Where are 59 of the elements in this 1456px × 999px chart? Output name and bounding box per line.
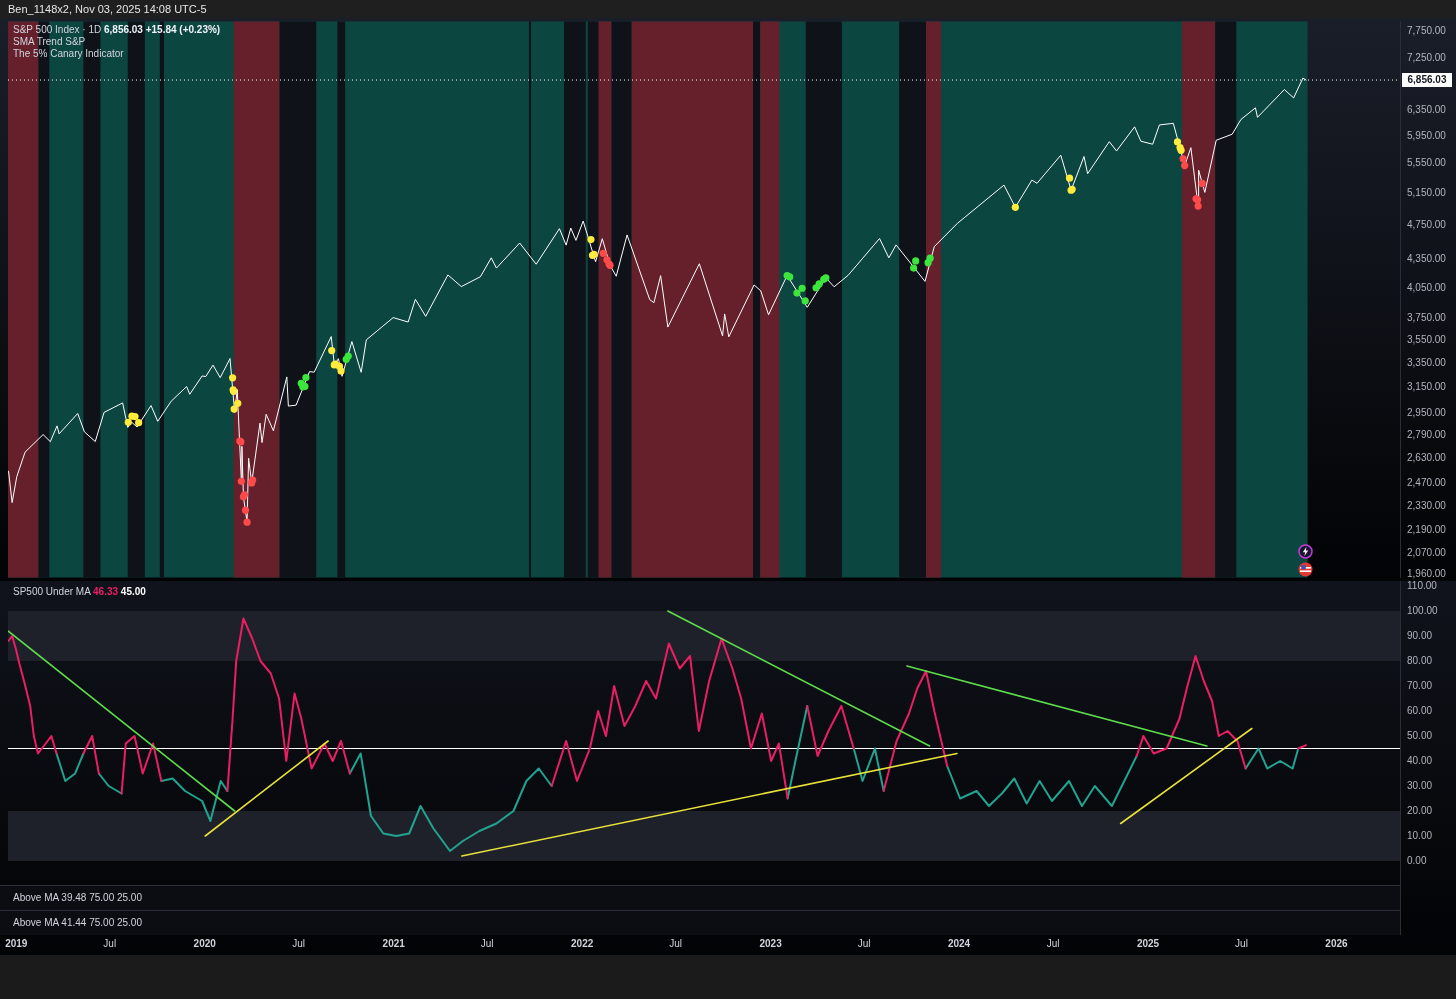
y-tick-label: 6,350.00 <box>1407 104 1447 116</box>
x-tick-label: Jul <box>292 937 306 949</box>
y-tick-label: 60.00 <box>1407 704 1433 716</box>
y-tick-label: 3,550.00 <box>1407 333 1447 345</box>
text: Ben_1148x2, Nov 03, 2025 14:08 UTC-5 <box>0 0 1456 18</box>
annotation: 46.33 <box>93 586 119 597</box>
x-tick-label: Jul <box>1235 937 1248 949</box>
annotation: SMA Trend S&P <box>13 36 87 48</box>
y-tick-label: 10.00 <box>1407 829 1433 841</box>
y-tick-label: 0.00 <box>1407 854 1427 866</box>
y-tick-label: 4,050.00 <box>1407 281 1447 293</box>
y-tick-label: 2,330.00 <box>1407 499 1447 511</box>
x-tick-label: 2022 <box>571 937 594 949</box>
y-tick-label: 3,150.00 <box>1407 380 1447 392</box>
y-tick-label: 110.00 <box>1407 579 1438 591</box>
ref-line-label: 6,856.03 <box>1407 74 1447 86</box>
y-tick-label: 80.00 <box>1407 654 1433 666</box>
y-tick-label: 2,190.00 <box>1407 524 1447 536</box>
y-tick-label: 100.00 <box>1407 604 1439 616</box>
y-tick-label: 20.00 <box>1407 804 1433 816</box>
y-tick-label: 2,950.00 <box>1407 406 1447 418</box>
y-tick-label: 1,960.00 <box>1407 568 1447 580</box>
annotation: 45.00 <box>120 586 146 597</box>
y-tick-label: 4,350.00 <box>1407 253 1447 265</box>
y-tick-label: 2,470.00 <box>1407 476 1447 488</box>
y-tick-label: 5,950.00 <box>1407 129 1447 141</box>
x-tick-label: Jul <box>857 937 871 949</box>
x-tick-label: 2021 <box>382 937 406 949</box>
chart-title: S&P 500 Index · 1D <box>13 24 102 35</box>
x-tick-label: Jul <box>669 937 682 949</box>
y-tick-label: 2,630.00 <box>1407 452 1447 464</box>
text: Above MA 41.44 75.00 25.00 <box>13 917 142 929</box>
y-tick-label: 5,150.00 <box>1407 186 1447 198</box>
y-tick-label: 5,550.00 <box>1407 157 1447 169</box>
y-tick-label: 7,750.00 <box>1407 25 1447 37</box>
y-tick-label: 7,250.00 <box>1407 51 1447 63</box>
x-tick-label: 2019 <box>5 937 28 949</box>
x-tick-label: Jul <box>480 937 494 949</box>
y-tick-label: 4,750.00 <box>1407 218 1447 230</box>
y-tick-label: 90.00 <box>1407 629 1433 641</box>
x-tick-label: Jul <box>103 937 117 949</box>
text: SP500 Under MA <box>13 586 91 597</box>
annotation: 6,856.03 +15.84 (+0.23%) <box>103 24 221 35</box>
x-tick-label: Jul <box>1046 937 1060 949</box>
y-tick-label: 50.00 <box>1407 729 1433 741</box>
y-tick-label: 3,350.00 <box>1407 356 1447 368</box>
x-tick-label: 2025 <box>1136 937 1160 949</box>
y-tick-label: 30.00 <box>1407 779 1433 791</box>
y-tick-label: 3,750.00 <box>1407 311 1447 323</box>
y-tick-label: 70.00 <box>1407 679 1433 691</box>
y-tick-label: 2,790.00 <box>1407 428 1447 440</box>
x-tick-label: 2026 <box>1325 937 1349 949</box>
x-tick-label: 2020 <box>193 937 217 949</box>
y-tick-label: 40.00 <box>1407 754 1433 766</box>
y-tick-label: 2,070.00 <box>1407 546 1447 558</box>
x-tick-label: 2024 <box>947 937 971 949</box>
annotation: The 5% Canary Indicator <box>13 48 125 60</box>
x-tick-label: 2023 <box>759 937 783 949</box>
text: Above MA 39.48 75.00 25.00 <box>13 892 142 904</box>
